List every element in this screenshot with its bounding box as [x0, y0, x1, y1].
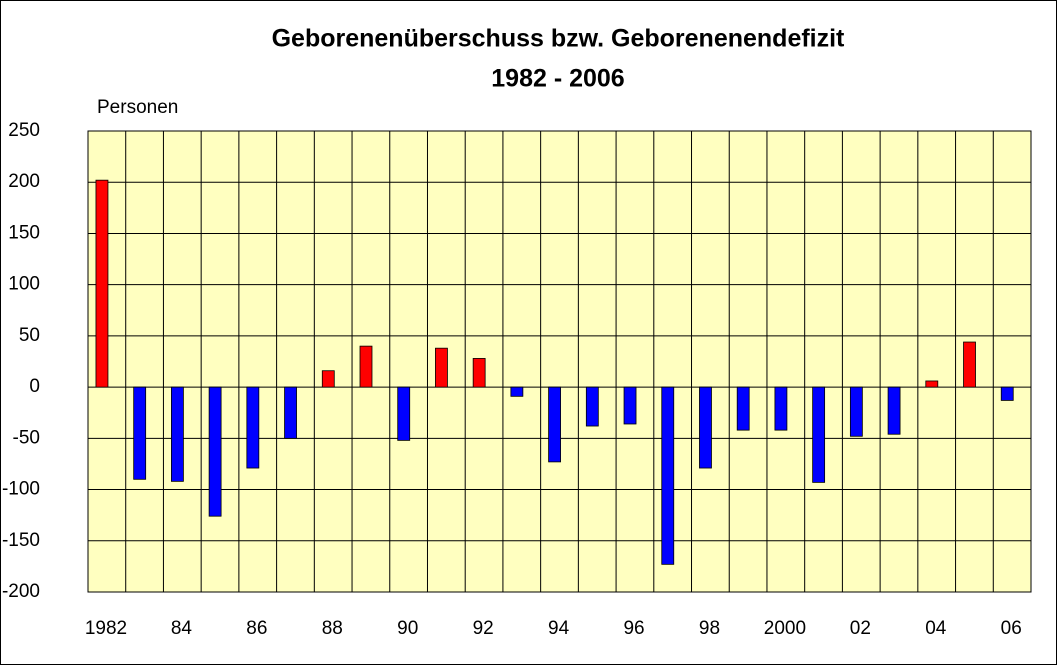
- chart-title: Geborenenüberschuss bzw. Geborenenendefi…: [272, 25, 845, 53]
- bar: [95, 179, 109, 388]
- x-tick-label: 96: [623, 618, 644, 639]
- bar: [397, 386, 411, 441]
- bar: [736, 386, 750, 431]
- bar: [812, 386, 826, 483]
- bar: [963, 341, 976, 388]
- bar: [472, 358, 486, 388]
- y-tick-label: 0: [29, 376, 40, 397]
- bar: [321, 370, 335, 388]
- x-tick-label: 04: [925, 618, 947, 639]
- y-tick-label: -200: [2, 581, 40, 602]
- bar: [548, 386, 561, 463]
- bar: [133, 386, 147, 480]
- x-tick-label: 90: [397, 618, 418, 639]
- bar: [849, 386, 863, 437]
- chart-subtitle: 1982 - 2006: [491, 65, 624, 93]
- bar: [699, 386, 712, 469]
- bar: [585, 386, 599, 427]
- x-tick-label: 1982: [85, 618, 127, 639]
- bar: [925, 380, 939, 388]
- x-tick-label: 92: [473, 618, 494, 639]
- x-tick-label: 02: [850, 618, 871, 639]
- plot-area: [87, 130, 1032, 593]
- bar: [623, 386, 637, 425]
- x-tick-label: 88: [322, 618, 343, 639]
- y-tick-label: 50: [19, 325, 40, 346]
- bar: [661, 386, 675, 565]
- x-tick-label: 84: [171, 618, 193, 639]
- bar: [208, 386, 222, 517]
- bar: [887, 386, 901, 435]
- x-tick-label: 2000: [764, 618, 806, 639]
- x-tick-label: 94: [548, 618, 570, 639]
- bar: [246, 386, 260, 469]
- bar: [774, 386, 788, 431]
- bar: [435, 347, 448, 388]
- y-tick-label: 150: [8, 222, 40, 243]
- x-tick-label: 06: [1001, 618, 1022, 639]
- bar: [170, 386, 184, 482]
- y-tick-label: 250: [8, 120, 40, 141]
- bar: [1000, 386, 1014, 401]
- bar: [510, 386, 524, 397]
- y-tick-label: -150: [2, 530, 40, 551]
- y-tick-label: 200: [8, 171, 40, 192]
- x-tick-label: 86: [246, 618, 267, 639]
- y-tick-label: -100: [2, 479, 40, 500]
- y-tick-label: -50: [13, 427, 40, 448]
- bar: [284, 386, 297, 439]
- y-tick-label: 100: [8, 274, 40, 295]
- bar: [359, 345, 373, 388]
- y-axis-label: Personen: [97, 97, 178, 118]
- x-tick-label: 98: [699, 618, 720, 639]
